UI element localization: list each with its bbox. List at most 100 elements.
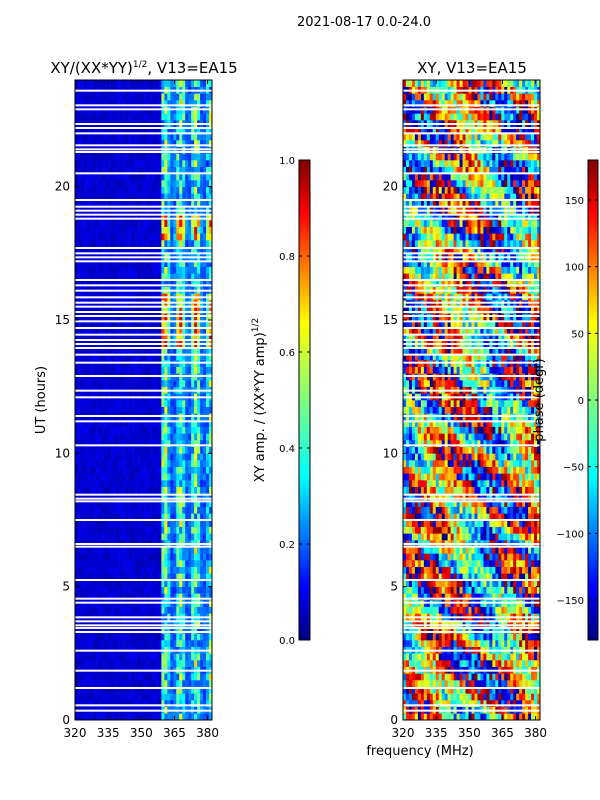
figure-suptitle: 2021-08-17 0.0-24.0 xyxy=(297,15,431,30)
amplitude-cell xyxy=(194,220,198,227)
amplitude-cell xyxy=(158,186,162,194)
amplitude-cell xyxy=(116,440,120,447)
amplitude-cell xyxy=(179,166,183,174)
amplitude-cell xyxy=(209,566,213,574)
amplitude-cell xyxy=(203,560,207,567)
amplitude-cell xyxy=(86,160,91,167)
amplitude-cell xyxy=(170,333,174,341)
phase-cell xyxy=(441,660,445,667)
amplitude-cell xyxy=(77,100,82,107)
amplitude-cell xyxy=(110,473,115,481)
amplitude-cell xyxy=(179,533,183,541)
amplitude-cell xyxy=(179,560,183,567)
amplitude-cell xyxy=(101,226,106,234)
phase-cell xyxy=(483,686,487,694)
amplitude-cell xyxy=(83,166,88,174)
amplitude-cell xyxy=(143,533,147,541)
amplitude-cell xyxy=(83,473,88,481)
amplitude-cell xyxy=(200,366,204,374)
amplitude-flag-row xyxy=(75,396,212,399)
amplitude-cell xyxy=(200,606,204,614)
amplitude-cell xyxy=(203,166,207,174)
amplitude-cell xyxy=(185,273,189,281)
phase-cell xyxy=(462,686,466,694)
amplitude-cell xyxy=(119,353,123,361)
amplitude-cell xyxy=(83,686,88,694)
amplitude-cell xyxy=(170,173,174,181)
amplitude-cell xyxy=(128,440,132,447)
amplitude-cell xyxy=(128,93,132,101)
amplitude-cell xyxy=(77,213,82,221)
amplitude-cell xyxy=(167,520,171,527)
amplitude-cell xyxy=(203,193,207,201)
amplitude-cell xyxy=(80,713,85,721)
phase-cell xyxy=(531,660,535,667)
amplitude-cell xyxy=(75,580,79,587)
amplitude-cell xyxy=(107,693,112,701)
amplitude-cell xyxy=(125,440,129,447)
amplitude-cell xyxy=(149,186,153,194)
amplitude-cell xyxy=(209,233,213,241)
amplitude-cell xyxy=(77,526,82,534)
amplitude-cell xyxy=(179,346,183,354)
amplitude-cell xyxy=(128,506,132,514)
amplitude-cell xyxy=(188,153,192,161)
amplitude-cell xyxy=(92,640,97,647)
amplitude-cell xyxy=(176,333,180,341)
amplitude-cell xyxy=(101,426,106,434)
amplitude-cell xyxy=(167,446,171,454)
phase-cell xyxy=(489,653,493,661)
amplitude-cell xyxy=(161,526,165,534)
amplitude-cell xyxy=(113,280,117,287)
amplitude-flag-row xyxy=(75,649,212,652)
amplitude-cell xyxy=(170,126,174,134)
amplitude-cell xyxy=(158,440,162,447)
phase-cell xyxy=(465,673,469,681)
amplitude-cell xyxy=(113,526,117,534)
amplitude-cell xyxy=(83,326,88,334)
amplitude-cell xyxy=(209,433,213,441)
amplitude-cell xyxy=(146,406,150,414)
amplitude-cell xyxy=(182,653,186,661)
amplitude-cell xyxy=(101,246,106,254)
amplitude-cell xyxy=(95,640,100,647)
amplitude-cell xyxy=(155,560,159,567)
amplitude-cell xyxy=(80,573,85,581)
amplitude-cell xyxy=(176,680,180,687)
amplitude-cell xyxy=(146,133,150,141)
amplitude-flag-row xyxy=(75,343,212,345)
amplitude-cell xyxy=(152,480,156,487)
amplitude-cell xyxy=(179,493,183,501)
phase-cell xyxy=(507,680,511,687)
amplitude-cell xyxy=(182,353,186,361)
amplitude-cell xyxy=(203,213,207,221)
amplitude-cell xyxy=(188,606,192,614)
phase-cell xyxy=(513,673,517,681)
amplitude-cell xyxy=(176,366,180,374)
amplitude-cell xyxy=(167,266,171,274)
amplitude-cell xyxy=(194,140,198,147)
amplitude-cell xyxy=(173,526,177,534)
amplitude-cell xyxy=(98,693,103,701)
amplitude-cell xyxy=(77,440,82,447)
amplitude-cell xyxy=(89,686,94,694)
amplitude-cell xyxy=(209,493,213,501)
amplitude-cell xyxy=(161,506,165,514)
amplitude-cell xyxy=(206,680,210,687)
phase-cell xyxy=(474,693,478,701)
amplitude-cell xyxy=(149,553,153,561)
amplitude-cell xyxy=(194,226,198,234)
amplitude-cell xyxy=(113,480,117,487)
amplitude-cell xyxy=(188,593,192,601)
amplitude-cell xyxy=(164,693,168,701)
amplitude-cell xyxy=(146,473,150,481)
amplitude-cell xyxy=(137,566,141,574)
amplitude-cell xyxy=(128,680,132,687)
amplitude-cell xyxy=(167,500,171,507)
amplitude-cell xyxy=(83,553,88,561)
amplitude-cell xyxy=(203,626,207,634)
amplitude-cell xyxy=(170,380,174,387)
amplitude-cell xyxy=(152,320,156,327)
amplitude-cell xyxy=(86,220,91,227)
